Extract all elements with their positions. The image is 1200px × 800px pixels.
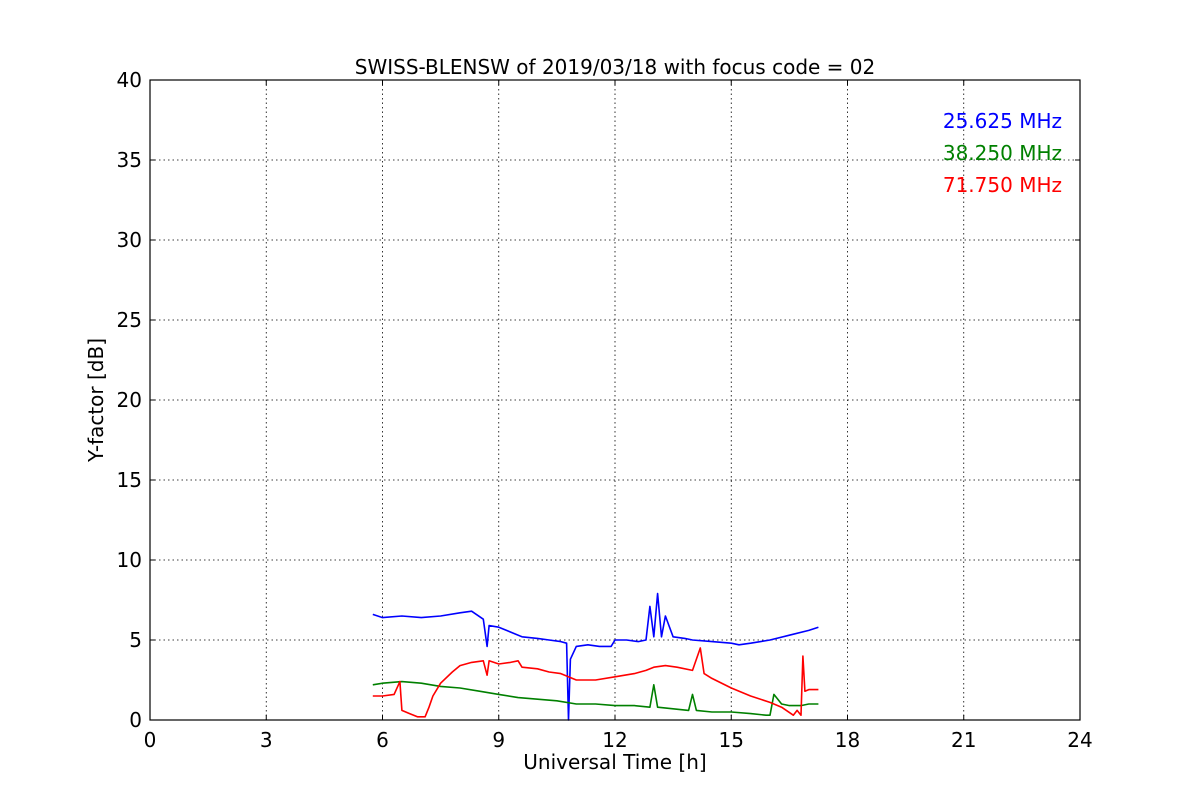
y-tick-label: 25 [117,308,142,332]
y-tick-label: 35 [117,148,142,172]
x-tick-label: 18 [835,728,860,752]
x-tick-label: 24 [1067,728,1092,752]
series-line-2 [372,680,819,717]
series-line-1 [372,592,819,721]
series-line-3 [372,647,819,718]
y-tick-label: 0 [129,708,142,732]
legend-entry: 71.750 MHz [943,173,1062,197]
legend-entry: 25.625 MHz [943,109,1062,133]
y-tick-label: 5 [129,628,142,652]
y-tick-label: 20 [117,388,142,412]
x-tick-label: 6 [376,728,389,752]
x-tick-label: 21 [951,728,976,752]
y-tick-label: 15 [117,468,142,492]
x-tick-label: 9 [492,728,505,752]
x-tick-label: 3 [260,728,273,752]
y-tick-label: 10 [117,548,142,572]
x-tick-label: 12 [602,728,627,752]
series-group [372,592,819,721]
y-axis-label: Y-factor [dB] [84,338,108,463]
x-axis-label: Universal Time [h] [523,750,706,774]
legend-entry: 38.250 MHz [943,141,1062,165]
x-tick-label: 0 [144,728,157,752]
y-tick-label: 30 [117,228,142,252]
chart-title: SWISS-BLENSW of 2019/03/18 with focus co… [355,55,876,79]
x-tick-label: 15 [719,728,744,752]
axis-ticks: 0 3 6 9 12 15 18 21 24 0 5 10 15 20 25 30 35 40 [117,68,1093,752]
legend: 25.625 MHz 38.250 MHz 71.750 MHz [943,109,1062,197]
grid-lines [150,80,1080,720]
y-tick-label: 40 [117,68,142,92]
